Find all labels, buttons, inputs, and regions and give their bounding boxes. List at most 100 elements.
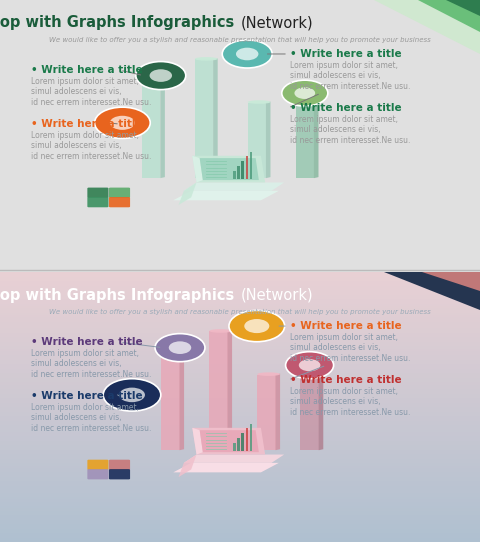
Bar bbox=[0, 283, 480, 286]
Bar bbox=[0, 405, 480, 407]
Ellipse shape bbox=[161, 348, 184, 352]
Polygon shape bbox=[192, 428, 203, 455]
Bar bbox=[0, 501, 480, 504]
Bar bbox=[0, 333, 480, 335]
Bar bbox=[0, 342, 480, 344]
FancyBboxPatch shape bbox=[109, 469, 130, 479]
Bar bbox=[0, 344, 480, 346]
Bar bbox=[0, 272, 480, 274]
Circle shape bbox=[110, 116, 135, 130]
Bar bbox=[0, 491, 480, 493]
Text: • Write here a title: • Write here a title bbox=[290, 321, 402, 331]
Text: Lorem ipsum dolor sit amet,
simul adolescens ei vis,
id nec errem interesset.Ne : Lorem ipsum dolor sit amet, simul adoles… bbox=[31, 349, 152, 379]
Bar bbox=[0, 382, 480, 385]
Bar bbox=[0, 443, 480, 446]
Bar bbox=[0, 297, 480, 299]
Bar bbox=[0, 389, 480, 391]
Polygon shape bbox=[200, 158, 259, 180]
Circle shape bbox=[222, 40, 272, 68]
Bar bbox=[0, 472, 480, 475]
Circle shape bbox=[136, 62, 186, 89]
Bar bbox=[0, 454, 480, 456]
Bar bbox=[0, 335, 480, 337]
Bar bbox=[0, 441, 480, 443]
Text: Lorem ipsum dolor sit amet,
simul adolescens ei vis,
id nec errem interesset.Ne : Lorem ipsum dolor sit amet, simul adoles… bbox=[290, 61, 411, 91]
Text: We would like to offer you a stylish and reasonable presentation that will help : We would like to offer you a stylish and… bbox=[49, 309, 431, 315]
Bar bbox=[0, 429, 480, 432]
Bar bbox=[0, 466, 480, 468]
FancyBboxPatch shape bbox=[87, 460, 108, 470]
Polygon shape bbox=[142, 78, 160, 178]
Polygon shape bbox=[422, 272, 480, 291]
Bar bbox=[0, 423, 480, 425]
Circle shape bbox=[244, 319, 269, 333]
Bar bbox=[0, 276, 480, 279]
Polygon shape bbox=[179, 455, 196, 477]
Bar bbox=[0, 533, 480, 535]
Bar bbox=[0, 446, 480, 448]
Bar bbox=[0, 339, 480, 342]
Bar bbox=[0, 470, 480, 472]
Bar bbox=[0, 279, 480, 281]
Bar bbox=[0, 504, 480, 506]
Text: • Write here a title: • Write here a title bbox=[290, 375, 402, 385]
Bar bbox=[0, 396, 480, 398]
Bar bbox=[0, 321, 480, 324]
Bar bbox=[0, 432, 480, 434]
Bar bbox=[0, 281, 480, 283]
Circle shape bbox=[95, 107, 150, 138]
Bar bbox=[0, 411, 480, 414]
Bar bbox=[0, 438, 480, 441]
FancyBboxPatch shape bbox=[109, 460, 130, 470]
FancyBboxPatch shape bbox=[109, 197, 130, 207]
Ellipse shape bbox=[142, 76, 165, 80]
Text: Laptop with Graphs Infographics: Laptop with Graphs Infographics bbox=[0, 15, 239, 30]
Bar bbox=[0, 306, 480, 308]
Ellipse shape bbox=[209, 329, 232, 333]
Polygon shape bbox=[241, 433, 244, 451]
Bar bbox=[0, 495, 480, 497]
Polygon shape bbox=[233, 443, 237, 451]
Bar bbox=[0, 373, 480, 376]
Polygon shape bbox=[314, 96, 319, 178]
Text: • Write here a title: • Write here a title bbox=[31, 391, 143, 401]
Polygon shape bbox=[266, 101, 271, 178]
Bar bbox=[0, 486, 480, 488]
Text: Laptop with Graphs Infographics: Laptop with Graphs Infographics bbox=[0, 287, 239, 302]
Bar bbox=[0, 468, 480, 470]
Bar bbox=[0, 349, 480, 351]
Bar bbox=[0, 483, 480, 486]
Circle shape bbox=[282, 80, 328, 106]
Text: Lorem ipsum dolor sit amet,
simul adolescens ei vis,
id nec errem interesset.Ne : Lorem ipsum dolor sit amet, simul adoles… bbox=[290, 115, 411, 145]
Bar bbox=[0, 274, 480, 276]
Text: (Network): (Network) bbox=[241, 15, 313, 30]
Bar bbox=[0, 522, 480, 524]
Polygon shape bbox=[228, 331, 232, 450]
Bar bbox=[0, 317, 480, 319]
Bar bbox=[0, 326, 480, 328]
Polygon shape bbox=[184, 183, 284, 191]
Bar bbox=[0, 528, 480, 531]
Bar bbox=[0, 456, 480, 459]
Bar bbox=[0, 508, 480, 511]
Polygon shape bbox=[250, 152, 252, 179]
Bar bbox=[0, 393, 480, 396]
Bar bbox=[0, 360, 480, 362]
Bar bbox=[0, 315, 480, 317]
Text: • Write here a title: • Write here a title bbox=[31, 119, 143, 129]
Text: We would like to offer you a stylish and reasonable presentation that will help : We would like to offer you a stylish and… bbox=[49, 37, 431, 43]
Bar bbox=[0, 324, 480, 326]
Bar bbox=[0, 328, 480, 331]
Bar bbox=[0, 398, 480, 401]
Bar bbox=[0, 477, 480, 479]
Polygon shape bbox=[300, 369, 319, 450]
Circle shape bbox=[299, 359, 321, 371]
Polygon shape bbox=[319, 368, 324, 450]
Circle shape bbox=[294, 87, 315, 99]
Bar bbox=[0, 311, 480, 313]
Bar bbox=[0, 475, 480, 477]
FancyBboxPatch shape bbox=[87, 469, 108, 479]
Text: (Network): (Network) bbox=[241, 287, 313, 302]
Text: • Write here a title: • Write here a title bbox=[31, 337, 143, 347]
Bar bbox=[0, 418, 480, 421]
